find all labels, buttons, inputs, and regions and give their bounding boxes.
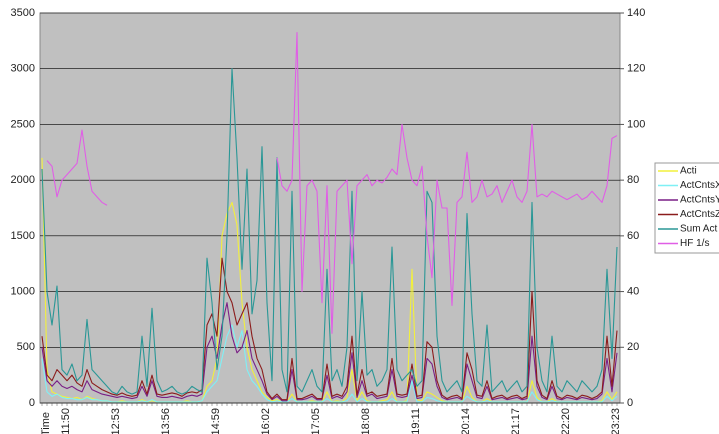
x-tick-label: 21:17 bbox=[510, 408, 522, 434]
legend-label: HF 1/s bbox=[680, 238, 709, 249]
x-tick-label: 20:14 bbox=[460, 408, 472, 434]
y2-tick-label: 80 bbox=[627, 174, 639, 186]
y-tick-label: 0 bbox=[29, 397, 35, 409]
y-tick-label: 3000 bbox=[11, 63, 35, 75]
y2-tick-label: 60 bbox=[627, 230, 639, 242]
x-tick-label: 22:20 bbox=[560, 408, 572, 434]
y2-tick-label: 140 bbox=[627, 7, 645, 19]
x-tick-label: 17:05 bbox=[310, 408, 322, 434]
y-tick-label: 1000 bbox=[11, 285, 35, 297]
y-tick-label: 500 bbox=[17, 341, 35, 353]
y-tick-label: 3500 bbox=[11, 7, 35, 19]
x-tick-label: 18:08 bbox=[360, 408, 372, 434]
y2-tick-label: 20 bbox=[627, 341, 639, 353]
legend-label: ActCntsX bbox=[680, 180, 719, 191]
x-tick-label: 14:59 bbox=[210, 408, 222, 434]
x-tick-label: 12:53 bbox=[110, 408, 122, 434]
y-tick-label: 2000 bbox=[11, 174, 35, 186]
y2-tick-label: 0 bbox=[627, 397, 633, 409]
x-tick-label: 23:23 bbox=[610, 408, 622, 434]
series-line bbox=[41, 324, 618, 403]
y2-tick-label: 40 bbox=[627, 285, 639, 297]
y-tick-label: 2500 bbox=[11, 118, 35, 130]
series-line bbox=[41, 302, 618, 402]
x-tick-label: 16:02 bbox=[260, 408, 272, 434]
legend-label: ActCntsZ bbox=[680, 209, 719, 220]
x-tick-label: 11:50 bbox=[60, 408, 72, 434]
x-tick-label: 19:11 bbox=[410, 408, 422, 434]
legend-label: Acti bbox=[680, 166, 697, 177]
series-line bbox=[41, 257, 618, 401]
y2-tick-label: 100 bbox=[627, 118, 645, 130]
legend-label: ActCntsY bbox=[680, 195, 719, 206]
x-tick-label: 13:56 bbox=[160, 408, 172, 434]
legend-label: Sum Act bbox=[680, 224, 717, 235]
y2-tick-label: 120 bbox=[627, 63, 645, 75]
y-tick-label: 1500 bbox=[11, 230, 35, 242]
legend-box bbox=[654, 162, 719, 254]
series-line bbox=[46, 31, 618, 334]
x-axis-title: Time bbox=[40, 412, 52, 434]
series-line bbox=[41, 68, 618, 395]
